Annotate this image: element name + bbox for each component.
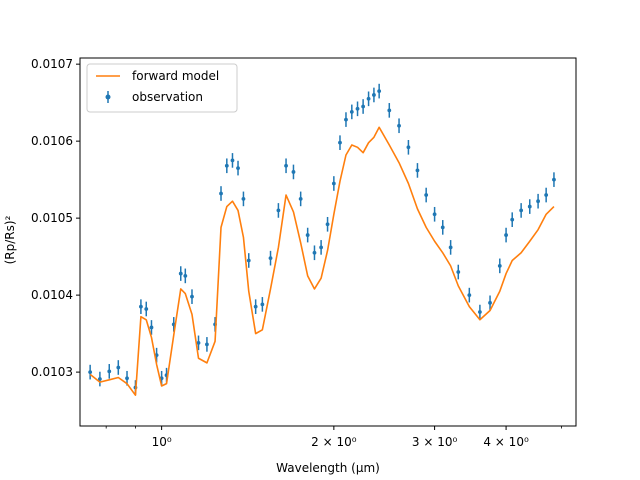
observation-point	[510, 217, 515, 222]
observation-point	[355, 106, 360, 111]
observation-point	[219, 191, 223, 196]
observation-point	[440, 225, 445, 230]
observation-point	[260, 302, 265, 307]
x-tick-label: 10⁰	[152, 435, 172, 449]
observation-point	[406, 145, 411, 150]
observation-point	[377, 89, 382, 94]
y-tick-label: 0.0105	[31, 211, 73, 225]
observation-point	[552, 177, 556, 182]
series-layer	[88, 83, 556, 397]
observation-point	[467, 293, 472, 298]
observation-point	[291, 170, 296, 174]
axes-frame	[79, 57, 577, 427]
observation-point	[372, 93, 376, 97]
forward-model-line	[89, 126, 555, 397]
y-tick-label: 0.0107	[31, 57, 73, 71]
observation-point	[224, 163, 229, 168]
observation-point	[361, 104, 366, 109]
observation-point	[544, 193, 549, 197]
observation-point	[397, 123, 401, 128]
observation-point	[527, 204, 532, 209]
observation-point	[504, 233, 508, 237]
y-tick-label: 0.0103	[31, 365, 73, 379]
observation-point	[236, 166, 240, 170]
observation-point	[497, 263, 502, 268]
observation-point	[331, 181, 336, 186]
observation-point	[125, 376, 129, 381]
observation-point	[344, 117, 348, 122]
observation-point	[519, 208, 524, 213]
observation-point	[97, 377, 102, 381]
observation-point	[144, 307, 149, 311]
observation-point	[477, 310, 482, 314]
observation-point	[253, 304, 258, 309]
legend-label-observation: observation	[132, 90, 203, 104]
y-tick-label: 0.0104	[31, 288, 73, 302]
observation-point	[488, 300, 492, 305]
observation-point	[205, 342, 209, 347]
observation-point	[366, 96, 371, 101]
plot-area	[80, 58, 576, 426]
observation-point	[116, 365, 121, 370]
observation-point	[536, 199, 540, 204]
observation-point	[338, 140, 342, 145]
legend: forward model observation	[86, 63, 238, 113]
observation-point	[149, 325, 154, 330]
observation-point	[196, 340, 201, 345]
observation-point	[305, 233, 310, 237]
axes-layer: 0.0103 0.0104 0.0105 0.0106 0.0107 10⁰ 2 × 10⁰…	[31, 57, 577, 449]
observation-point	[183, 273, 188, 278]
observation-point	[284, 163, 288, 168]
legend-marker-swatch	[105, 94, 111, 100]
observation-point	[241, 196, 246, 201]
observation-point	[424, 193, 429, 197]
legend-label-model: forward model	[132, 69, 219, 83]
x-tick-label: 4 × 10⁰	[483, 435, 529, 449]
observation-point	[312, 250, 317, 255]
observation-point	[246, 258, 251, 263]
legend-box	[86, 63, 238, 113]
y-tick-label: 0.0106	[31, 134, 73, 148]
observation-point	[298, 196, 303, 201]
x-axis-label: Wavelength (μm)	[276, 461, 380, 475]
observation-point	[139, 304, 143, 309]
observation-point	[190, 294, 194, 299]
y-axis-label: (Rp/Rs)²	[3, 215, 17, 264]
observation-point	[325, 222, 330, 227]
observation-point	[432, 212, 437, 217]
observation-point	[387, 108, 392, 113]
observation-point	[349, 109, 354, 114]
observation-point	[456, 270, 461, 274]
observation-point	[230, 158, 235, 163]
x-tick-label: 2 × 10⁰	[311, 435, 357, 449]
plot-background	[80, 58, 576, 426]
observation-point	[448, 245, 453, 250]
observation-point	[319, 245, 324, 250]
observation-point	[88, 370, 93, 375]
observation-point	[178, 271, 183, 276]
observation-point	[276, 208, 281, 213]
observation-point	[107, 369, 112, 374]
observation-point	[268, 256, 273, 261]
x-tick-label: 3 × 10⁰	[412, 435, 458, 449]
observation-point	[415, 168, 420, 173]
